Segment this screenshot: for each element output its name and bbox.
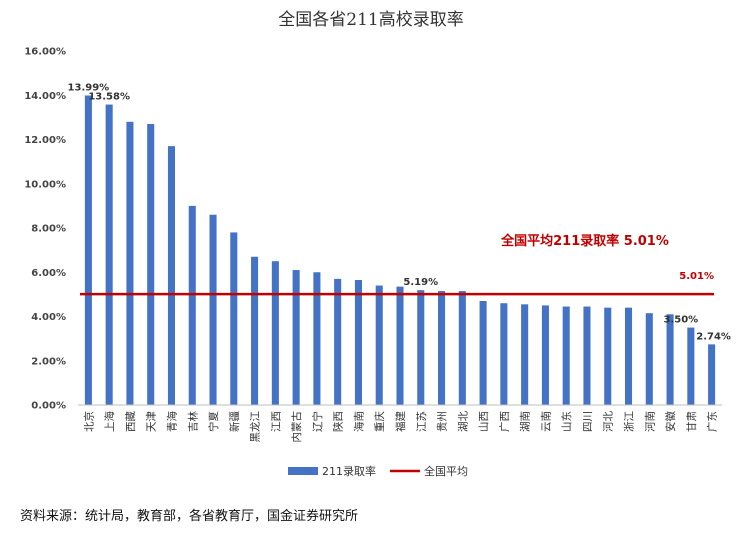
y-tick-label: 2.00% xyxy=(31,356,66,367)
y-tick-label: 4.00% xyxy=(31,312,66,323)
bar xyxy=(604,307,612,405)
bar xyxy=(271,261,279,405)
bar xyxy=(292,270,300,405)
legend-label-bars: 211录取率 xyxy=(322,464,376,478)
bar xyxy=(188,205,196,405)
x-tick-label: 河南 xyxy=(643,411,656,432)
legend: 211录取率 全国平均 xyxy=(288,464,468,478)
x-tick-label: 陕西 xyxy=(332,411,345,432)
x-tick-label: 云南 xyxy=(539,411,552,432)
y-tick-label: 16.00% xyxy=(24,47,66,58)
x-tick-label: 江西 xyxy=(270,411,282,432)
x-tick-label: 重庆 xyxy=(373,411,386,432)
x-tick-label: 天津 xyxy=(146,411,158,432)
y-tick-label: 0.00% xyxy=(31,401,66,412)
bar xyxy=(251,256,259,405)
x-tick-label: 山西 xyxy=(478,411,490,432)
bar xyxy=(521,304,529,405)
legend-label-average: 全国平均 xyxy=(424,464,468,478)
bar xyxy=(167,146,176,405)
x-tick-label: 黑龙江 xyxy=(249,411,262,443)
average-annotation: 全国平均211录取率 5.01% xyxy=(500,233,669,249)
bar xyxy=(541,305,549,405)
chart-title: 全国各省211高校录取率 xyxy=(278,10,463,30)
bar xyxy=(105,104,113,405)
x-tick-label: 辽宁 xyxy=(311,411,324,432)
bar xyxy=(313,272,321,405)
bar xyxy=(438,291,446,405)
bar xyxy=(687,327,695,405)
x-tick-label: 四川 xyxy=(582,411,594,432)
x-tick-label: 浙江 xyxy=(624,411,636,432)
x-tick-label: 上海 xyxy=(103,411,116,432)
x-tick-label: 江苏 xyxy=(415,411,428,432)
average-line-group: 全国平均211录取率 5.01% 5.01% xyxy=(80,233,714,296)
x-tick-label: 湖北 xyxy=(457,411,469,432)
data-label: 2.74% xyxy=(696,331,731,342)
x-tick-label: 安徽 xyxy=(664,411,677,432)
data-label: 5.19% xyxy=(403,277,438,288)
x-tick-label: 福建 xyxy=(394,411,407,432)
y-tick-label: 10.00% xyxy=(24,179,66,190)
bar xyxy=(645,313,653,405)
bar xyxy=(666,314,674,405)
bar xyxy=(84,95,92,405)
x-tick-label: 宁夏 xyxy=(207,411,220,432)
source-note: 资料来源：统计局，教育部，各省教育厅，国金证券研究所 xyxy=(20,508,358,524)
x-axis: 北京 上海 西藏 天津 青海 吉林 宁夏 新疆 黑龙江 江西 内蒙古 辽宁 陕西 海南 重庆 福建 江苏 贵州 湖北… xyxy=(78,404,722,443)
x-tick-label: 北京 xyxy=(82,411,95,432)
bar xyxy=(417,290,425,405)
bar xyxy=(209,214,217,405)
bar xyxy=(375,285,383,405)
bar xyxy=(396,286,404,405)
x-tick-label: 海南 xyxy=(352,411,365,432)
bar xyxy=(458,291,466,405)
x-tick-label: 湖南 xyxy=(519,411,532,432)
y-tick-label: 14.00% xyxy=(24,91,66,102)
bar xyxy=(479,301,487,405)
x-tick-label: 山东 xyxy=(560,411,573,432)
bar xyxy=(562,306,570,405)
bar xyxy=(500,303,508,405)
bar xyxy=(147,124,155,405)
x-tick-label: 广东 xyxy=(706,411,719,432)
bars xyxy=(84,95,716,406)
data-label: 13.99% xyxy=(68,82,110,93)
x-tick-label: 内蒙古 xyxy=(290,411,303,443)
data-labels: 13.99%13.58% 5.19% 3.50% 2.74% xyxy=(68,82,731,342)
x-tick-label: 西藏 xyxy=(125,411,137,432)
average-value-label: 5.01% xyxy=(679,271,714,282)
data-label: 13.58% xyxy=(88,92,130,103)
x-tick-label: 甘肃 xyxy=(685,411,698,432)
x-tick-label: 广西 xyxy=(499,411,511,432)
x-tick-label: 贵州 xyxy=(436,411,449,432)
data-label: 3.50% xyxy=(663,315,698,326)
x-tick-label: 河北 xyxy=(603,411,615,432)
y-tick-label: 12.00% xyxy=(24,135,66,146)
y-axis: 0.00% 2.00% 4.00% 6.00% 8.00% 10.00% 12.00% 14.… xyxy=(24,47,66,412)
bar xyxy=(230,232,238,405)
bar xyxy=(708,344,716,405)
x-tick-label: 青海 xyxy=(165,411,178,432)
bar xyxy=(334,278,342,405)
y-tick-label: 6.00% xyxy=(31,268,66,279)
x-tick-label: 吉林 xyxy=(186,411,199,432)
bar xyxy=(583,306,591,405)
x-tick-label: 新疆 xyxy=(228,411,241,432)
legend-swatch-bars xyxy=(288,467,318,475)
bar xyxy=(624,307,633,405)
y-tick-label: 8.00% xyxy=(31,224,66,235)
bar xyxy=(126,121,134,406)
bar xyxy=(354,279,362,405)
